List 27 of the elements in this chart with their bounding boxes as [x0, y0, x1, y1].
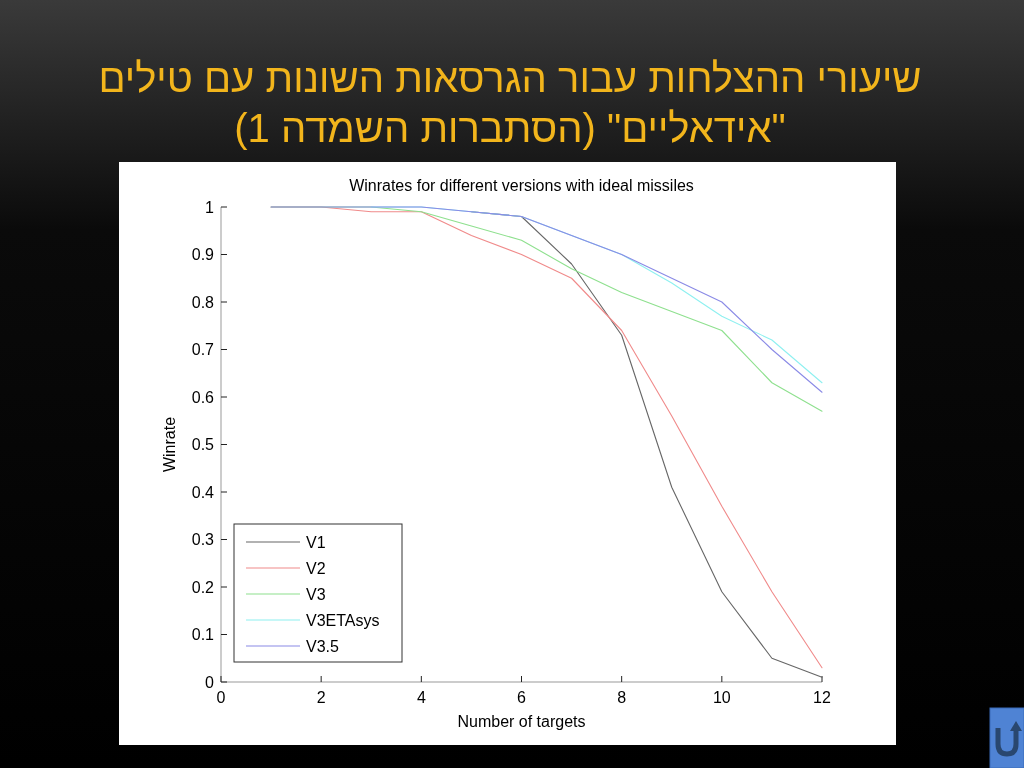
y-tick-label: 0.6 [191, 388, 215, 406]
y-tick-label: 0.4 [191, 483, 215, 501]
x-tick-label: 6 [517, 689, 527, 706]
x-tick-label: 2 [316, 689, 326, 706]
y-tick-label: 1 [205, 198, 215, 216]
y-tick-label: 0.2 [191, 578, 215, 596]
legend-label: V1 [306, 533, 326, 551]
chart-subtitle: Winrates for different versions with ideal missiles [349, 177, 694, 194]
legend-label: V3ETAsys [306, 611, 380, 629]
legend-label: V3.5 [306, 637, 340, 655]
chart-title: שיעורי ההצלחות עבור הגרסאות השונות עם טילים "אידאליים" (הסתברות השמדה 1) [98, 56, 922, 150]
x-tick-label: 8 [617, 689, 627, 706]
y-tick-label: 0.7 [191, 341, 215, 359]
y-tick-label: 0.8 [191, 293, 215, 311]
x-tick-label: 10 [712, 689, 731, 706]
x-axis-title: Number of targets [457, 713, 586, 730]
y-tick-label: 0.3 [191, 531, 215, 549]
y-tick-label: 0.5 [191, 436, 215, 454]
y-tick-label: 0.9 [191, 246, 215, 264]
y-tick-label: 0.1 [191, 626, 215, 644]
x-tick-label: 4 [416, 689, 426, 706]
legend-label: V2 [306, 559, 326, 577]
legend-label: V3 [306, 585, 326, 603]
y-tick-label: 0 [205, 673, 215, 691]
y-axis-title: Winrate [161, 416, 178, 473]
x-tick-label: 12 [813, 689, 831, 706]
x-tick-label: 0 [216, 689, 226, 706]
